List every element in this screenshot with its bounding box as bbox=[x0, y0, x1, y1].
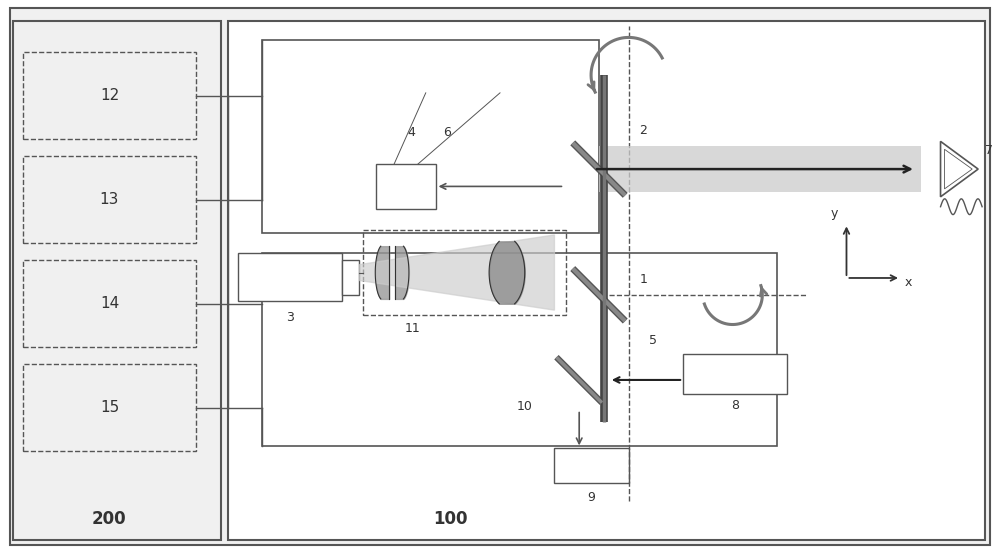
Text: 12: 12 bbox=[100, 88, 119, 103]
Text: 6: 6 bbox=[444, 127, 451, 139]
Bar bbox=[238, 253, 342, 301]
Text: y: y bbox=[831, 207, 838, 220]
Bar bbox=[554, 448, 629, 483]
Bar bbox=[342, 260, 359, 295]
Bar bbox=[23, 364, 196, 451]
Text: 7: 7 bbox=[985, 144, 993, 157]
Polygon shape bbox=[359, 235, 554, 310]
Text: 3: 3 bbox=[286, 311, 294, 324]
Text: 5: 5 bbox=[649, 335, 657, 347]
Bar bbox=[262, 253, 777, 446]
Text: 13: 13 bbox=[100, 192, 119, 207]
Polygon shape bbox=[944, 149, 972, 189]
Polygon shape bbox=[941, 142, 978, 197]
Bar bbox=[228, 20, 985, 540]
Bar bbox=[262, 40, 599, 233]
Text: 10: 10 bbox=[517, 400, 533, 413]
Text: 9: 9 bbox=[588, 491, 596, 504]
Bar bbox=[13, 20, 221, 540]
Text: 1: 1 bbox=[640, 273, 647, 286]
Text: 15: 15 bbox=[100, 400, 119, 415]
Text: 2: 2 bbox=[640, 124, 647, 138]
Text: 4: 4 bbox=[407, 127, 415, 139]
Bar bbox=[376, 164, 436, 208]
Bar bbox=[23, 53, 196, 139]
Text: 11: 11 bbox=[405, 322, 421, 336]
Text: 200: 200 bbox=[92, 510, 126, 529]
Bar bbox=[23, 156, 196, 243]
Text: 14: 14 bbox=[100, 296, 119, 311]
Bar bbox=[23, 260, 196, 347]
Text: 100: 100 bbox=[433, 510, 468, 529]
Text: x: x bbox=[904, 276, 912, 289]
Bar bbox=[363, 231, 566, 315]
Text: 8: 8 bbox=[731, 399, 739, 411]
Bar bbox=[683, 354, 787, 394]
Bar bbox=[599, 147, 921, 192]
